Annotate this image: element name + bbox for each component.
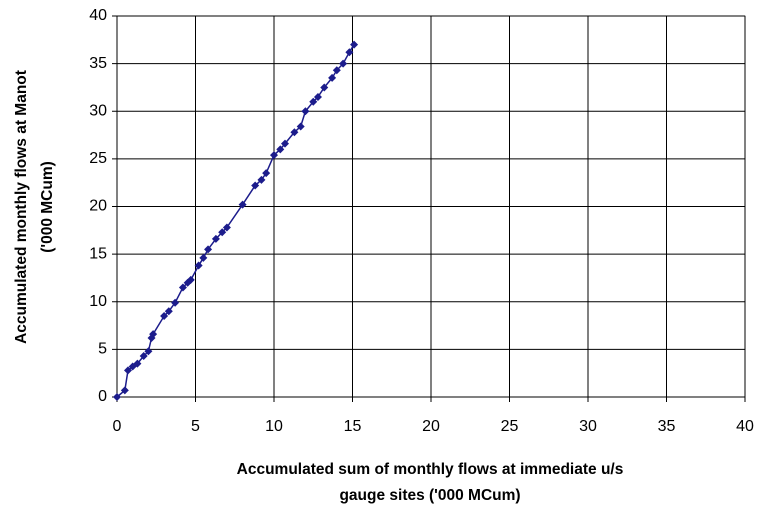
data-point: [171, 298, 180, 307]
y-tick-label: 10: [89, 293, 107, 310]
data-point: [301, 107, 310, 116]
x-tick-label: 30: [579, 418, 597, 435]
y-tick-label: 5: [98, 341, 107, 358]
data-point: [270, 151, 278, 160]
data-point: [199, 253, 208, 262]
x-tick-label: 10: [265, 418, 283, 435]
data-point: [276, 145, 285, 154]
data-point: [133, 359, 142, 368]
data-point: [194, 261, 203, 270]
y-tick-label: 40: [89, 7, 107, 24]
y-tick-label: 30: [89, 102, 107, 119]
data-point: [211, 234, 220, 243]
data-point: [186, 275, 195, 284]
data-point: [113, 393, 121, 401]
y-axis-label: Accumulated monthly flows at Manot: [13, 70, 30, 344]
data-point: [328, 73, 337, 82]
y-tick-label: 25: [89, 150, 107, 167]
data-point: [345, 48, 354, 57]
data-point: [144, 347, 153, 356]
data-point: [149, 330, 158, 339]
data-point: [218, 228, 227, 237]
data-point: [262, 169, 271, 178]
data-point: [123, 366, 132, 375]
y-tick-label: 35: [89, 55, 107, 72]
data-point: [160, 312, 169, 321]
x-tick-label: 25: [501, 418, 519, 435]
data-point: [280, 139, 289, 148]
data-point: [290, 128, 299, 137]
x-axis-label: gauge sites ('000 MCum): [339, 487, 520, 504]
data-point: [296, 122, 305, 131]
data-point: [238, 200, 247, 209]
data-point: [164, 307, 173, 316]
data-point: [350, 40, 359, 49]
data-point: [120, 386, 129, 395]
data-point: [178, 283, 187, 292]
y-tick-label: 20: [89, 198, 107, 215]
data-point: [332, 66, 341, 75]
x-tick-label: 15: [344, 418, 362, 435]
data-point: [257, 175, 266, 184]
x-tick-label: 0: [113, 418, 122, 435]
data-point: [320, 83, 329, 92]
data-point: [313, 92, 322, 101]
data-point: [251, 181, 260, 190]
data-point: [204, 245, 213, 254]
x-tick-label: 35: [658, 418, 676, 435]
data-point: [309, 97, 318, 106]
y-tick-label: 0: [98, 388, 107, 405]
y-tick-label: 15: [89, 245, 107, 262]
data-point: [139, 352, 148, 361]
x-axis-label: Accumulated sum of monthly flows at imme…: [237, 461, 624, 478]
x-tick-label: 5: [191, 418, 200, 435]
x-tick-label: 40: [736, 418, 754, 435]
x-tick-label: 20: [422, 418, 440, 435]
data-point: [339, 59, 348, 68]
data-point: [222, 223, 231, 232]
y-axis-label: ('000 MCum): [39, 161, 56, 253]
